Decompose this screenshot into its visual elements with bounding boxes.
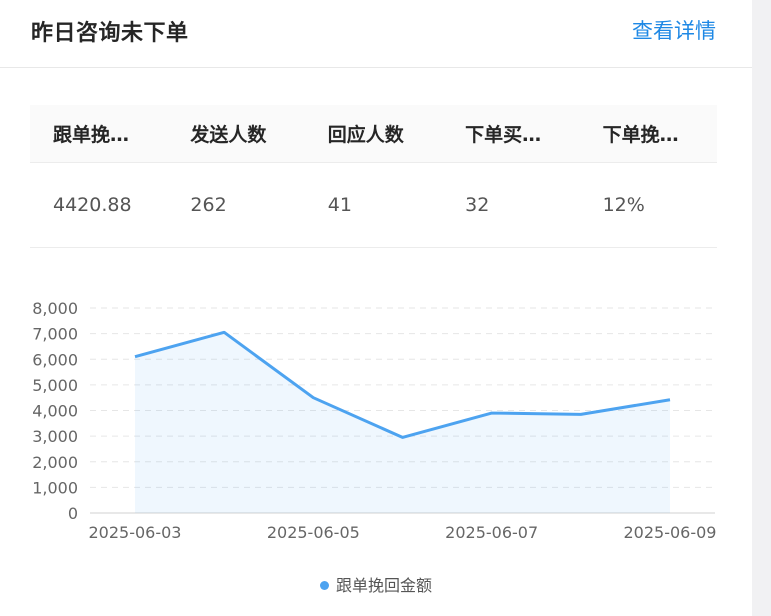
card: 昨日咨询未下单 查看详情 跟单挽… 发送人数 回应人数 下单买… 下单挽… 44… [0,0,752,616]
y-tick-label: 3,000 [32,427,78,446]
card-header: 昨日咨询未下单 查看详情 [0,0,752,68]
table-row: 4420.88 262 41 32 12% [30,162,717,248]
y-tick-label: 6,000 [32,350,78,369]
y-tick-label: 4,000 [32,402,78,421]
table-cell: 12% [579,162,717,248]
y-tick-label: 7,000 [32,325,78,344]
series-line [134,330,671,439]
column-header: 回应人数 [304,105,443,163]
table-cell: 4420.88 [30,162,168,248]
column-header: 跟单挽… [30,105,168,163]
column-header: 下单买… [442,105,580,163]
table-cell: 41 [304,162,443,248]
table-header-row: 跟单挽… 发送人数 回应人数 下单买… 下单挽… [30,105,717,163]
view-details-link[interactable]: 查看详情 [632,19,716,43]
x-tick-label: 2025-06-09 [624,523,717,542]
y-tick-label: 8,000 [32,299,78,318]
column-header: 下单挽… [579,105,717,163]
y-tick-label: 1,000 [32,478,78,497]
x-tick-label: 2025-06-07 [445,523,538,542]
y-tick-label: 5,000 [32,376,78,395]
table-cell: 32 [442,162,580,248]
legend-dot-icon [319,581,329,590]
legend-label: 跟单挽回金额 [335,576,432,595]
card-title: 昨日咨询未下单 [31,21,189,46]
y-tick-label: 2,000 [32,453,78,472]
stats-table: 跟单挽… 发送人数 回应人数 下单买… 下单挽… 4420.88 262 41 … [30,105,717,248]
scrollbar[interactable] [752,0,771,616]
table-cell: 262 [167,162,305,248]
x-tick-label: 2025-06-03 [89,523,182,542]
area-chart: 0 1,000 2,000 3,000 4,000 5,000 6,000 7,000 8,00… [32,299,717,542]
series-area [135,332,670,513]
column-header: 发送人数 [167,105,305,163]
y-tick-label: 0 [68,504,78,523]
x-tick-label: 2025-06-05 [267,523,360,542]
chart-legend[interactable]: 跟单挽回金额 [0,572,752,596]
